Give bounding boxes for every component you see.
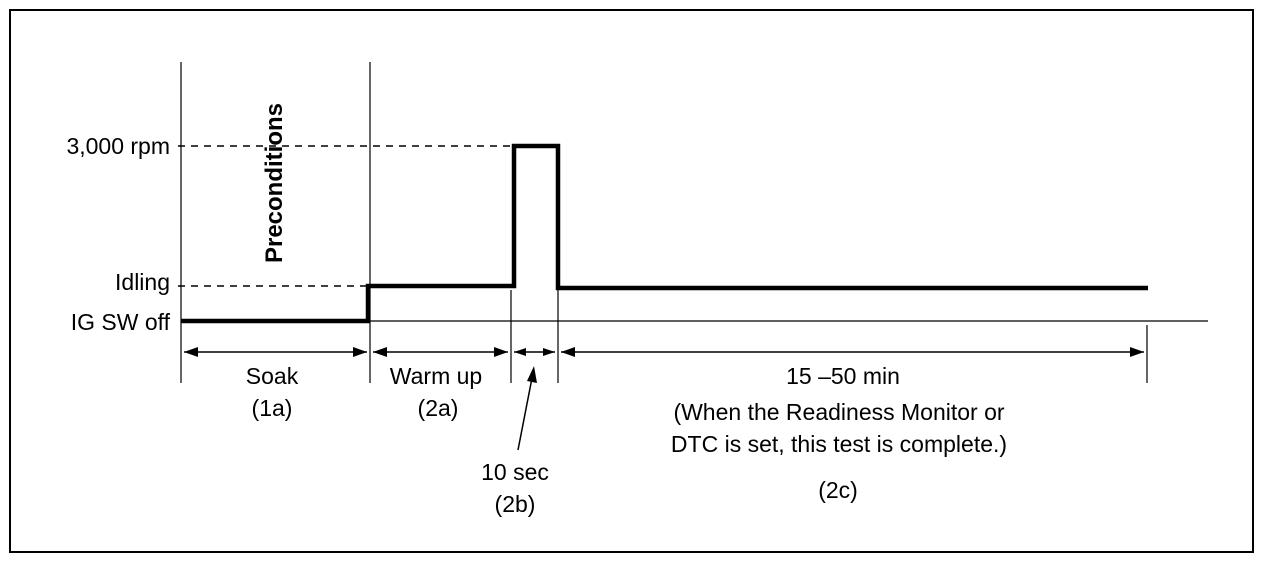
phase-name-main-test: 15 –50 min [786,363,900,389]
note-line-1: (When the Readiness Monitor or [673,399,1004,425]
preconditions-label: Preconditions [261,103,288,263]
phase-code-10sec: (2b) [495,491,536,517]
level-label-ig-sw-off: IG SW off [71,309,171,335]
phase-name-warmup: Warm up [390,363,482,389]
duration-arrow-10sec [514,348,555,356]
phase-code-main-test: (2c) [818,477,858,503]
level-label-3000rpm: 3,000 rpm [66,133,170,159]
phase-code-soak: (1a) [252,395,293,421]
phase-name-10sec: 10 sec [481,459,549,485]
phase-code-warmup: (2a) [418,395,459,421]
phase-name-soak: Soak [246,363,299,389]
duration-arrow-warmup [373,347,508,357]
engine-speed-trace [181,143,1148,324]
pointer-arrow-10sec [517,366,537,451]
note-line-2: DTC is set, this test is complete.) [671,431,1007,457]
duration-arrow-main-test [561,347,1144,357]
diagram-frame [9,9,1254,553]
level-label-idling: Idling [115,269,170,295]
duration-arrow-soak [184,347,367,357]
